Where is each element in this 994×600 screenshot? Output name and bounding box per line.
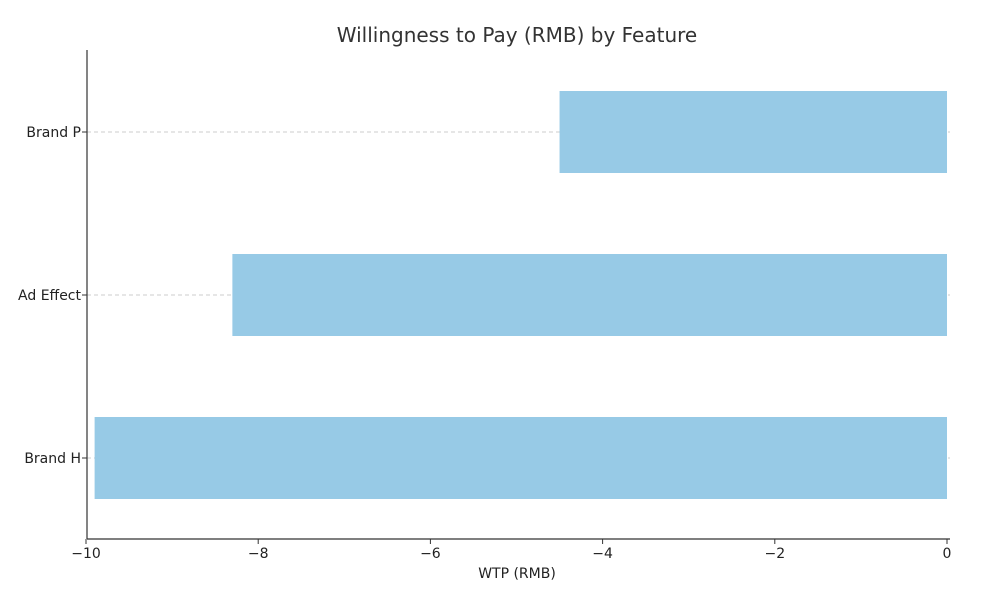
x-tick-label: −4 [592,546,613,562]
chart-title: Willingness to Pay (RMB) by Feature [337,23,697,47]
bar-brand-p [559,91,947,173]
bar-ad-effect [232,254,947,336]
x-tick-label: −6 [420,546,441,562]
x-axis-label: WTP (RMB) [478,566,556,582]
bars [94,91,948,499]
y-axis-ticks: Brand H Ad Effect Brand P [18,125,87,467]
x-axis-ticks: −10 −8 −6 −4 −2 0 [71,539,951,562]
x-tick-label: −8 [248,546,269,562]
y-tick-label: Brand P [26,125,81,141]
y-tick-label: Ad Effect [18,288,81,304]
x-tick-label: −2 [764,546,785,562]
y-tick-label: Brand H [24,451,81,467]
x-tick-label: −10 [71,546,101,562]
x-tick-label: 0 [943,546,952,562]
bar-brand-h [94,417,948,499]
